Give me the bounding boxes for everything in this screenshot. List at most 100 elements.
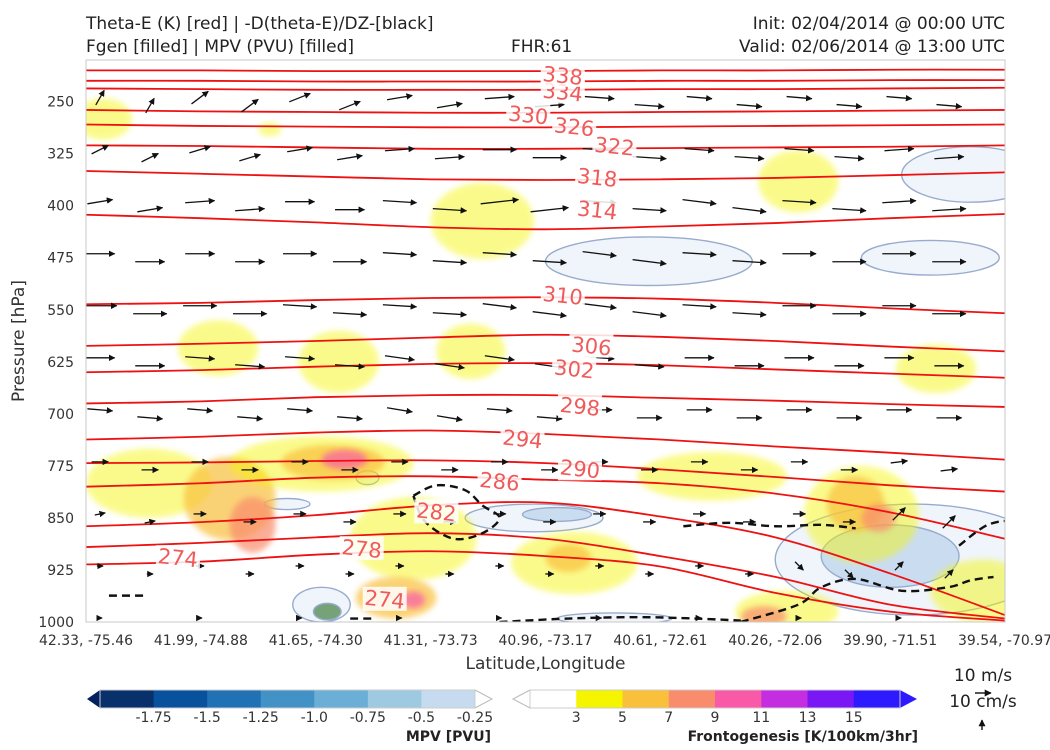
- frontogenesis-filled-area: [298, 330, 379, 394]
- y-tick-label: 250: [47, 95, 74, 111]
- wind-arrow: [882, 197, 917, 205]
- fgen-colorbar-tick: 5: [618, 710, 627, 726]
- theta-e-label-background: [575, 164, 620, 189]
- wind-arrow: [185, 197, 216, 205]
- theta-e-label-background: [477, 468, 522, 493]
- wind-arrow: [285, 355, 316, 362]
- wind-reference-vertical: 10 cm/s: [949, 692, 1017, 712]
- theta-e-contour-322: [86, 144, 1005, 150]
- wind-arrow: [894, 561, 904, 571]
- theta-e-label-background: [569, 333, 614, 358]
- wind-arrow: [732, 206, 767, 215]
- theta-e-label: 294: [501, 425, 543, 453]
- wind-arrow: [382, 303, 418, 310]
- theta-e-label: 310: [542, 282, 584, 310]
- theta-e-contour-282: [86, 501, 1005, 616]
- theta-e-label: 326: [553, 113, 595, 141]
- theta-e-label-background: [552, 356, 597, 381]
- wind-arrow: [886, 94, 913, 102]
- wind-arrow: [432, 259, 468, 266]
- wind-arrow: [94, 510, 106, 518]
- wind-arrow: [682, 251, 717, 258]
- theta-e-label: 330: [507, 101, 549, 129]
- theta-e-label-background: [506, 102, 551, 127]
- theta-e-contour-278: [86, 532, 1005, 620]
- valid-time: Valid: 02/06/2014 @ 13:00 UTC: [739, 37, 1005, 57]
- wind-arrow: [682, 198, 717, 207]
- wind-arrow: [145, 97, 155, 114]
- wind-arrow: [686, 94, 713, 102]
- fgen-colorbar-segment: [761, 690, 808, 708]
- y-tick-label: 850: [47, 511, 74, 527]
- y-tick-label: 475: [47, 251, 74, 267]
- frontogenesis-filled-area: [229, 497, 276, 553]
- y-tick-label: 1000: [38, 615, 74, 631]
- frontogenesis-filled-area: [86, 98, 132, 140]
- frontogenesis-filled-area: [1014, 233, 1042, 282]
- wind-arrow: [144, 518, 156, 526]
- theta-e-label-background: [592, 133, 637, 158]
- wind-arrow: [632, 207, 667, 214]
- frontogenesis-filled-area: [258, 122, 282, 137]
- wind-arrow: [287, 407, 314, 414]
- x-tick-label: 41.99, -74.88: [154, 633, 248, 649]
- theta-e-label: 274: [363, 586, 405, 614]
- wind-arrow: [480, 197, 520, 205]
- wind-arrow: [337, 153, 363, 161]
- wind-arrow: [382, 199, 418, 206]
- theta-e-label: 298: [559, 393, 601, 421]
- y-tick-label: 925: [47, 563, 74, 579]
- fgen-colorbar-tick: 3: [572, 710, 581, 726]
- wind-arrow: [736, 102, 763, 110]
- wind-arrow: [532, 259, 567, 266]
- mpv-colorbar-segment: [421, 690, 476, 708]
- theta-e-label: 274: [157, 544, 199, 572]
- fgen-colorbar-label: Frontogenesis [K/100km/3hr]: [688, 729, 918, 745]
- wind-arrow: [684, 147, 715, 154]
- y-tick-label: 325: [47, 147, 74, 163]
- fgen-colorbar-extend-high: [900, 690, 917, 708]
- wind-arrow: [235, 205, 266, 213]
- wind-arrow: [892, 507, 906, 521]
- y-axis-label: Pressure [hPa]: [9, 280, 29, 402]
- wind-arrow: [734, 155, 765, 162]
- wind-arrow: [634, 363, 665, 370]
- wind-arrow: [786, 94, 813, 102]
- mpv-colorbar-segment: [314, 690, 369, 708]
- wind-arrow: [832, 207, 867, 214]
- wind-arrow: [890, 458, 909, 465]
- y-tick-label: 700: [47, 407, 74, 423]
- stability-contour: [740, 575, 994, 622]
- wind-arrow: [836, 102, 863, 110]
- theta-e-label-background: [155, 545, 200, 570]
- wind-arrow: [287, 145, 314, 153]
- wind-arrow: [91, 144, 109, 155]
- theta-e-label-background: [557, 393, 602, 418]
- frontogenesis-filled-area: [895, 344, 977, 394]
- mpv-filled-area: [521, 506, 593, 523]
- x-axis-label: Latitude,Longitude: [466, 654, 626, 674]
- fgen-colorbar-tick: 9: [711, 710, 720, 726]
- wind-arrow: [582, 250, 617, 259]
- wind-arrow: [844, 569, 854, 579]
- fgen-colorbar-segment: [622, 690, 670, 708]
- theta-e-label-background: [339, 536, 384, 561]
- wind-arrow: [191, 90, 209, 105]
- theta-e-label-background: [500, 426, 545, 451]
- wind-arrow: [784, 147, 815, 154]
- chart-title-line1: Theta-E (K) [red] | -D(theta-E)/DZ-[blac…: [86, 14, 434, 34]
- wind-arrow: [141, 152, 159, 163]
- wind-reference-horizontal: 10 m/s: [954, 666, 1012, 686]
- wind-arrow: [584, 95, 615, 102]
- theta-e-contour-318: [86, 170, 1005, 181]
- frontogenesis-filled-area: [637, 452, 787, 501]
- wind-arrow: [386, 93, 413, 101]
- wind-arrow: [87, 197, 114, 205]
- chart-title-line2: Fgen [filled] | MPV (PVU) [filled]: [86, 37, 355, 57]
- wind-arrow: [932, 205, 967, 213]
- y-tick-label: 550: [47, 303, 74, 319]
- wind-arrow: [434, 363, 465, 371]
- x-tick-label: 40.61, -72.61: [613, 633, 707, 649]
- wind-arrow: [484, 93, 515, 101]
- wind-arrow: [436, 415, 463, 423]
